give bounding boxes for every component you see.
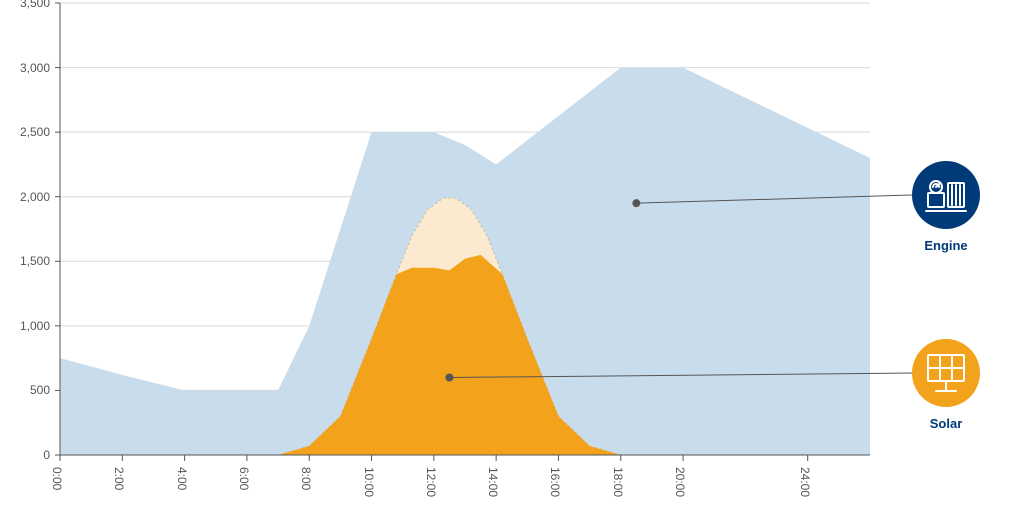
y-tick-label: 500 [0, 383, 50, 397]
callout-solar-dot [445, 374, 453, 382]
x-tick-label: 16:00 [548, 467, 562, 497]
x-tick-label: 6:00 [237, 467, 251, 490]
x-tick-label: 24:00 [798, 467, 812, 497]
x-tick-label: 18:00 [611, 467, 625, 497]
callout-solar-badge [912, 339, 980, 407]
y-tick-label: 3,000 [0, 61, 50, 75]
x-tick-label: 14:00 [486, 467, 500, 497]
y-tick-label: 0 [0, 448, 50, 462]
x-tick-label: 0:00 [50, 467, 64, 490]
legend-engine-label: Engine [906, 238, 986, 253]
x-tick-label: 12:00 [424, 467, 438, 497]
y-tick-label: 3,500 [0, 0, 50, 10]
y-tick-label: 1,500 [0, 254, 50, 268]
y-tick-label: 2,500 [0, 125, 50, 139]
y-tick-label: 2,000 [0, 190, 50, 204]
chart-svg [0, 0, 1022, 513]
energy-area-chart: 0 500 1,000 1,500 2,000 2,500 3,000 3,500 0:00 2:… [0, 0, 1022, 513]
x-tick-label: 20:00 [673, 467, 687, 497]
x-tick-label: 8:00 [299, 467, 313, 490]
x-tick-label: 10:00 [362, 467, 376, 497]
x-tick-label: 2:00 [112, 467, 126, 490]
legend-solar-label: Solar [906, 416, 986, 431]
x-tick-label: 4:00 [175, 467, 189, 490]
y-tick-label: 1,000 [0, 319, 50, 333]
callout-engine-badge [912, 161, 980, 229]
callout-engine-dot [632, 199, 640, 207]
